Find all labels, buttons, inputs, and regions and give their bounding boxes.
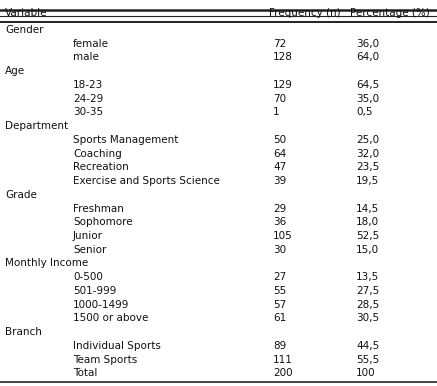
Text: Age: Age [5,66,25,76]
Text: Gender: Gender [5,25,44,35]
Text: Exercise and Sports Science: Exercise and Sports Science [73,176,220,186]
Text: 27: 27 [273,272,286,282]
Text: Freshman: Freshman [73,203,124,213]
Text: Department: Department [5,121,68,131]
Text: 47: 47 [273,163,286,173]
Text: 29: 29 [273,203,286,213]
Text: 24-29: 24-29 [73,94,103,104]
Text: Coaching: Coaching [73,149,122,159]
Text: 100: 100 [356,368,376,378]
Text: Branch: Branch [5,327,42,337]
Text: Junior: Junior [73,231,103,241]
Text: 39: 39 [273,176,286,186]
Text: 55: 55 [273,286,286,296]
Text: 19,5: 19,5 [356,176,379,186]
Text: Sophomore: Sophomore [73,217,132,227]
Text: 25,0: 25,0 [356,135,379,145]
Text: 52,5: 52,5 [356,231,379,241]
Text: 0-500: 0-500 [73,272,103,282]
Text: 64,0: 64,0 [356,52,379,63]
Text: 1: 1 [273,107,280,117]
Text: 32,0: 32,0 [356,149,379,159]
Text: 128: 128 [273,52,293,63]
Text: Recreation: Recreation [73,163,129,173]
Text: 200: 200 [273,368,293,378]
Text: 30: 30 [273,245,286,255]
Text: 55,5: 55,5 [356,355,379,365]
Text: 35,0: 35,0 [356,94,379,104]
Text: 27,5: 27,5 [356,286,379,296]
Text: Monthly Income: Monthly Income [5,259,89,269]
Text: Frequency (n): Frequency (n) [269,8,340,18]
Text: Variable: Variable [5,8,48,18]
Text: 30,5: 30,5 [356,313,379,323]
Text: 57: 57 [273,300,286,310]
Text: Senior: Senior [73,245,106,255]
Text: 0,5: 0,5 [356,107,373,117]
Text: Sports Management: Sports Management [73,135,178,145]
Text: 30-35: 30-35 [73,107,103,117]
Text: 501-999: 501-999 [73,286,116,296]
Text: 14,5: 14,5 [356,203,379,213]
Text: Total: Total [73,368,97,378]
Text: 13,5: 13,5 [356,272,379,282]
Text: Percentage (%): Percentage (%) [350,8,429,18]
Text: 64: 64 [273,149,286,159]
Text: 18,0: 18,0 [356,217,379,227]
Text: 15,0: 15,0 [356,245,379,255]
Text: 129: 129 [273,80,293,90]
Text: 44,5: 44,5 [356,341,379,351]
Text: 1000-1499: 1000-1499 [73,300,129,310]
Text: male: male [73,52,99,63]
Text: 111: 111 [273,355,293,365]
Text: 28,5: 28,5 [356,300,379,310]
Text: 70: 70 [273,94,286,104]
Text: Grade: Grade [5,190,37,200]
Text: 61: 61 [273,313,286,323]
Text: 1500 or above: 1500 or above [73,313,148,323]
Text: Individual Sports: Individual Sports [73,341,161,351]
Text: 36: 36 [273,217,286,227]
Text: 36,0: 36,0 [356,39,379,49]
Text: Team Sports: Team Sports [73,355,137,365]
Text: female: female [73,39,109,49]
Text: 18-23: 18-23 [73,80,103,90]
Text: 105: 105 [273,231,293,241]
Text: 50: 50 [273,135,286,145]
Text: 23,5: 23,5 [356,163,379,173]
Text: 72: 72 [273,39,286,49]
Text: 89: 89 [273,341,286,351]
Text: 64,5: 64,5 [356,80,379,90]
